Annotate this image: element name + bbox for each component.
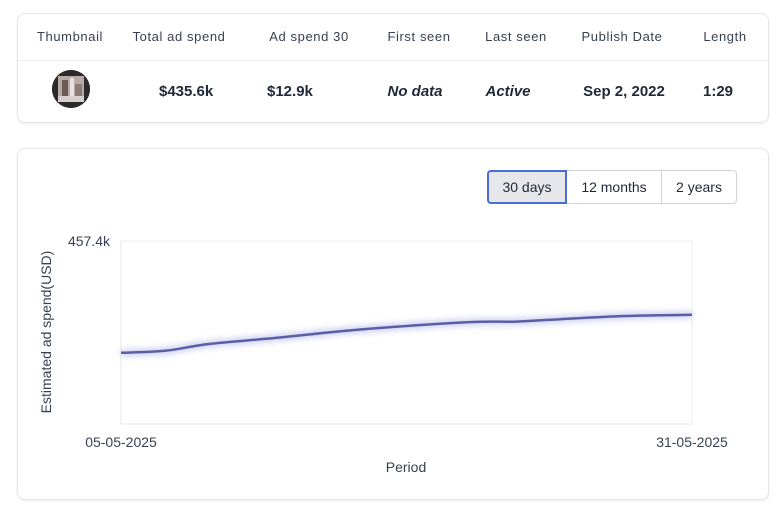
x-tick-label-end: 31-05-2025	[656, 434, 728, 450]
thumbnail-image-icon	[52, 70, 90, 108]
total-ad-spend-value: $435.6k	[159, 83, 214, 100]
header-ad-spend-30: Ad spend 30	[269, 29, 349, 44]
first-seen-value: No data	[387, 83, 443, 100]
y-tick-label-top: 457.4k	[68, 233, 111, 249]
ad-thumbnail[interactable]	[52, 70, 90, 108]
ad-spend-30-value: $12.9k	[267, 83, 313, 100]
ad-spend-line-chart: 457.4k 05-05-2025 31-05-2025 Period Esti…	[38, 233, 728, 475]
table-row[interactable]: $435.6k $12.9k No data Active Sep 2, 202…	[18, 61, 768, 123]
range-selector: 30 days 12 months 2 years	[487, 170, 737, 206]
header-publish-date: Publish Date	[581, 29, 663, 44]
header-thumbnail: Thumbnail	[36, 29, 104, 44]
header-last-seen: Last seen	[485, 29, 547, 44]
length-value: 1:29	[702, 83, 734, 100]
table-header: Thumbnail Total ad spend Ad spend 30 Fir…	[18, 14, 768, 61]
header-first-seen: First seen	[387, 29, 451, 44]
series-line	[120, 313, 693, 355]
header-length: Length	[703, 29, 747, 44]
last-seen-value: Active	[485, 83, 531, 100]
ad-details-table: Thumbnail Total ad spend Ad spend 30 Fir…	[17, 13, 769, 123]
ad-spend-chart-card: 30 days 12 months 2 years 457.4k 05-05-2…	[17, 148, 769, 500]
series-line-glow	[120, 310, 693, 357]
header-total-ad-spend: Total ad spend	[132, 29, 226, 44]
x-axis-label: Period	[386, 459, 426, 475]
x-tick-label-start: 05-05-2025	[85, 434, 157, 450]
range-30-days-button[interactable]: 30 days	[487, 170, 567, 204]
y-axis-label: Estimated ad spend(USD)	[38, 251, 54, 414]
range-12-months-button[interactable]: 12 months	[567, 170, 662, 204]
range-2-years-button[interactable]: 2 years	[662, 170, 737, 204]
publish-date-value: Sep 2, 2022	[583, 83, 665, 100]
